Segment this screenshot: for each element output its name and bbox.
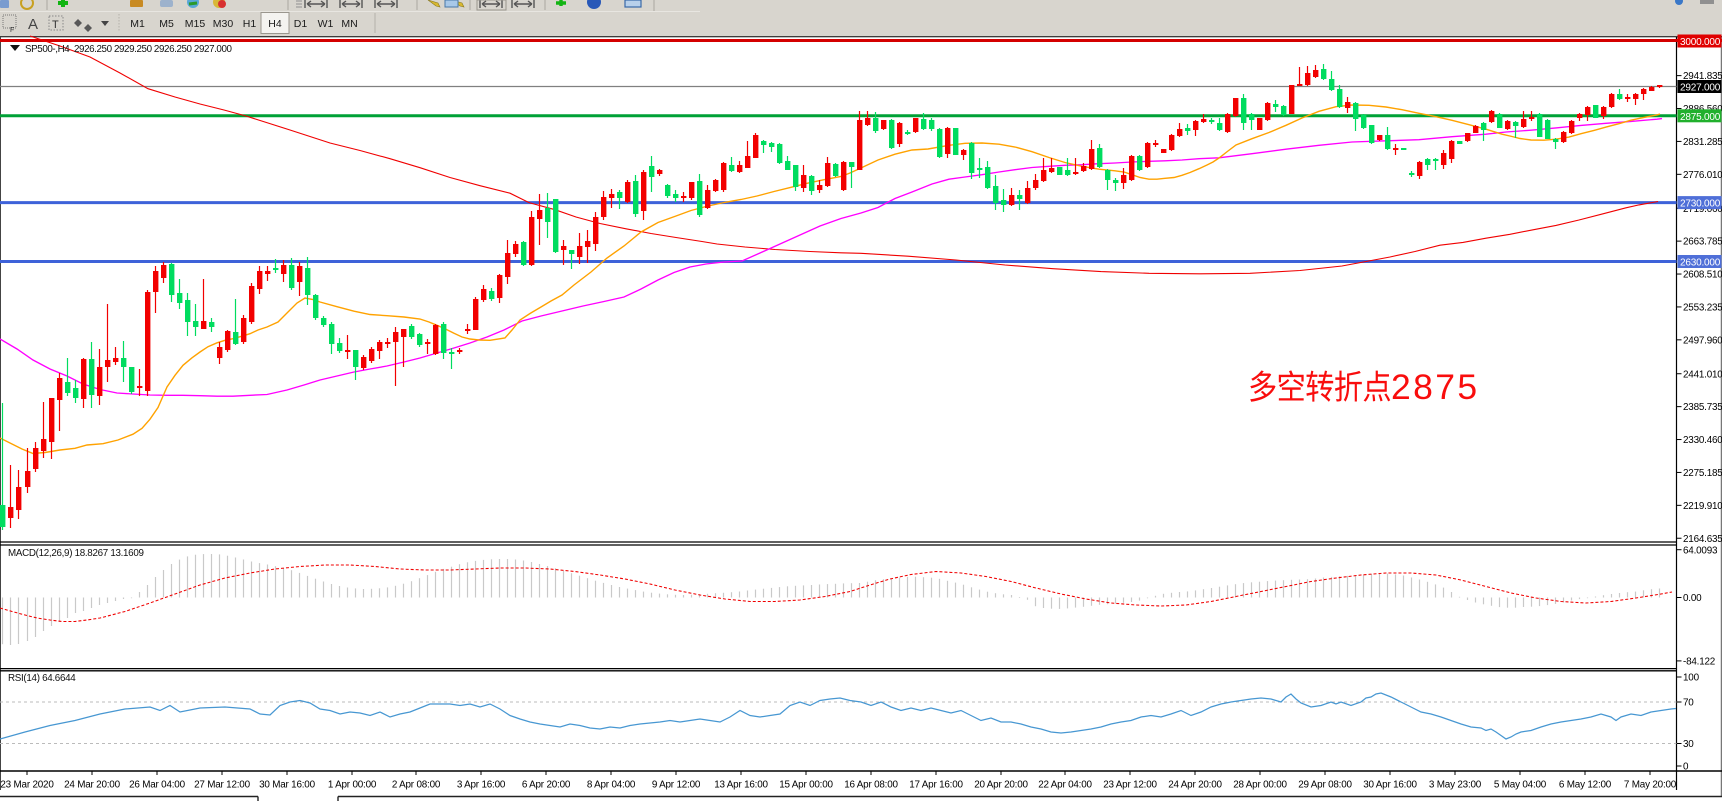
svg-text:3000.000: 3000.000 <box>1680 37 1721 48</box>
svg-text:2330.460: 2330.460 <box>1683 435 1722 446</box>
svg-text:F: F <box>10 27 14 34</box>
svg-text:100: 100 <box>1683 673 1700 684</box>
svg-text:2663.785: 2663.785 <box>1683 237 1722 248</box>
svg-text:8 Apr 04:00: 8 Apr 04:00 <box>587 780 636 791</box>
svg-text:28 Apr 00:00: 28 Apr 00:00 <box>1233 780 1287 791</box>
svg-text:30 Mar 16:00: 30 Mar 16:00 <box>259 780 315 791</box>
svg-text:24 Apr 20:00: 24 Apr 20:00 <box>1168 780 1222 791</box>
svg-text:W1: W1 <box>318 18 334 30</box>
svg-text:30: 30 <box>1683 739 1694 750</box>
svg-text:M30: M30 <box>213 18 234 30</box>
svg-text:2630.000: 2630.000 <box>1680 258 1721 269</box>
svg-text:2875.000: 2875.000 <box>1680 112 1721 123</box>
svg-text:27 Mar 12:00: 27 Mar 12:00 <box>194 780 250 791</box>
svg-text:MACD(12,26,9) 18.8267 13.1609: MACD(12,26,9) 18.8267 13.1609 <box>8 548 144 559</box>
svg-text:17 Apr 16:00: 17 Apr 16:00 <box>909 780 963 791</box>
svg-text:1 Apr 00:00: 1 Apr 00:00 <box>328 780 377 791</box>
svg-text:2219.910: 2219.910 <box>1683 501 1722 512</box>
svg-text:M15: M15 <box>185 18 206 30</box>
svg-text:2164.635: 2164.635 <box>1683 534 1722 545</box>
svg-text:23 Mar 2020: 23 Mar 2020 <box>0 780 54 791</box>
svg-text:2730.000: 2730.000 <box>1680 199 1721 210</box>
svg-text:2608.510: 2608.510 <box>1683 270 1722 281</box>
svg-text:3 May 23:00: 3 May 23:00 <box>1429 780 1482 791</box>
svg-text:16 Apr 08:00: 16 Apr 08:00 <box>844 780 898 791</box>
svg-text:0: 0 <box>1683 762 1689 773</box>
svg-text:A: A <box>28 16 38 33</box>
svg-text:T: T <box>52 19 59 31</box>
svg-text:23 Apr 12:00: 23 Apr 12:00 <box>1103 780 1157 791</box>
svg-text:-84.122: -84.122 <box>1683 657 1715 668</box>
svg-text:7 May 20:00: 7 May 20:00 <box>1624 780 1677 791</box>
svg-text:70: 70 <box>1683 698 1694 709</box>
svg-text:5 May 04:00: 5 May 04:00 <box>1494 780 1547 791</box>
svg-text:2275.185: 2275.185 <box>1683 468 1722 479</box>
svg-text:2553.235: 2553.235 <box>1683 303 1722 314</box>
svg-text:2497.960: 2497.960 <box>1683 335 1722 346</box>
svg-text:6 Apr 20:00: 6 Apr 20:00 <box>522 780 571 791</box>
svg-text:MN: MN <box>341 18 357 30</box>
svg-text:2 Apr 08:00: 2 Apr 08:00 <box>392 780 441 791</box>
svg-text:29 Apr 08:00: 29 Apr 08:00 <box>1298 780 1352 791</box>
svg-text:2875: 2875 <box>1391 367 1480 407</box>
svg-text:2385.735: 2385.735 <box>1683 402 1722 413</box>
svg-text:20 Apr 20:00: 20 Apr 20:00 <box>974 780 1028 791</box>
svg-text:M1: M1 <box>130 18 145 30</box>
svg-text:H4: H4 <box>268 18 282 30</box>
svg-text:2719.060: 2719.060 <box>1683 204 1722 215</box>
svg-text:D1: D1 <box>294 18 308 30</box>
svg-text:2941.835: 2941.835 <box>1683 71 1722 82</box>
svg-text:2776.010: 2776.010 <box>1683 170 1722 181</box>
svg-text:3 Apr 16:00: 3 Apr 16:00 <box>457 780 506 791</box>
svg-text:30 Apr 16:00: 30 Apr 16:00 <box>1363 780 1417 791</box>
svg-text:26 Mar 04:00: 26 Mar 04:00 <box>129 780 185 791</box>
svg-text:RSI(14) 64.6644: RSI(14) 64.6644 <box>8 673 76 684</box>
svg-text:13 Apr 16:00: 13 Apr 16:00 <box>714 780 768 791</box>
svg-text:H1: H1 <box>243 18 257 30</box>
svg-text:15 Apr 00:00: 15 Apr 00:00 <box>779 780 833 791</box>
svg-text:64.0093: 64.0093 <box>1683 545 1718 556</box>
svg-text:24 Mar 20:00: 24 Mar 20:00 <box>64 780 120 791</box>
svg-text:2927.000: 2927.000 <box>1680 83 1721 94</box>
svg-text:6 May 12:00: 6 May 12:00 <box>1559 780 1612 791</box>
svg-text:M5: M5 <box>159 18 174 30</box>
svg-text:2831.285: 2831.285 <box>1683 137 1722 148</box>
svg-text:9 Apr 12:00: 9 Apr 12:00 <box>652 780 701 791</box>
svg-text:2441.010: 2441.010 <box>1683 369 1722 380</box>
svg-text:22 Apr 04:00: 22 Apr 04:00 <box>1038 780 1092 791</box>
svg-text:SP500-,H4 2926.250 2929.250 2: SP500-,H4 2926.250 2929.250 2926.250 292… <box>25 44 233 55</box>
svg-text:0.00: 0.00 <box>1683 593 1702 604</box>
